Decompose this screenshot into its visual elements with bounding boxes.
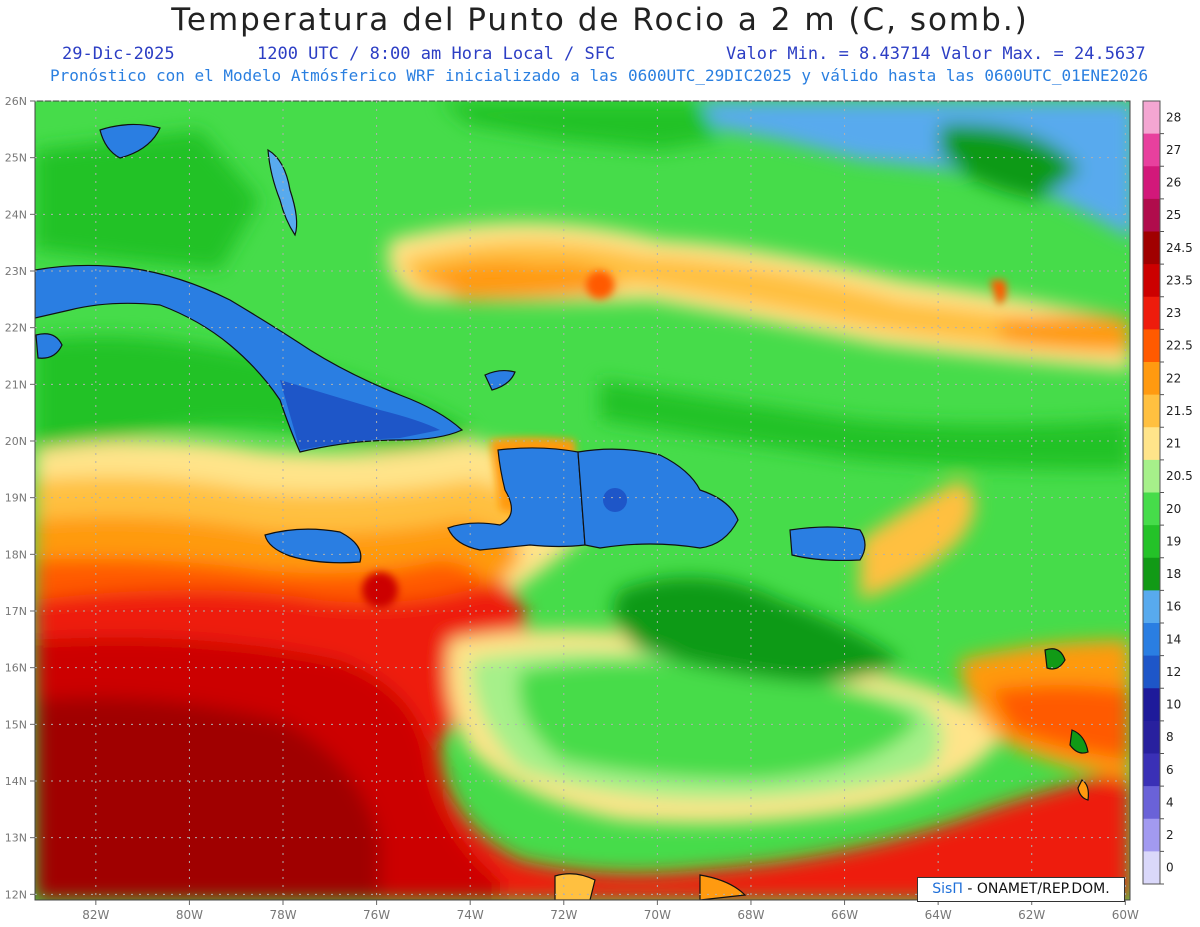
lon-label: 78W [269, 908, 296, 922]
colorbar-label: 19 [1166, 534, 1181, 548]
date-text: 29-Dic-2025 [62, 44, 175, 64]
lat-label: 14N [5, 775, 27, 788]
colorbar-label: 14 [1166, 632, 1181, 646]
colorbar-swatch [1143, 786, 1160, 820]
colorbar-label: 0 [1166, 861, 1174, 875]
lon-label: 80W [176, 908, 203, 922]
lon-label: 62W [1018, 908, 1045, 922]
colorbar-label: 16 [1166, 600, 1181, 614]
colorbar-swatch [1143, 329, 1160, 363]
lat-label: 12N [5, 888, 27, 901]
colorbar-swatch [1143, 264, 1160, 298]
credit-badge: SisΠ - ONAMET/REP.DOM. [917, 877, 1125, 902]
colorbar-swatch [1143, 720, 1160, 754]
colorbar-label: 6 [1166, 763, 1174, 777]
lat-label: 18N [5, 548, 27, 561]
lon-label: 82W [82, 908, 109, 922]
lon-label: 76W [363, 908, 390, 922]
colorbar-swatch [1143, 459, 1160, 493]
colorbar-label: 4 [1166, 795, 1174, 809]
colorbar-label: 21.5 [1166, 404, 1193, 418]
colorbar-swatch [1143, 198, 1160, 232]
lat-label: 24N [5, 208, 27, 221]
colorbar-swatch [1143, 101, 1160, 135]
colorbar-label: 10 [1166, 698, 1181, 712]
lat-label: 15N [5, 718, 27, 731]
lat-label: 21N [5, 378, 27, 391]
field-layer [35, 101, 1130, 900]
colorbar-swatch [1143, 590, 1160, 624]
time-text: 1200 UTC / 8:00 am Hora Local / SFC [257, 44, 616, 64]
lon-label: 72W [550, 908, 577, 922]
lat-label: 19N [5, 492, 27, 505]
colorbar-label: 25 [1166, 208, 1181, 222]
lon-label: 68W [737, 908, 764, 922]
colorbar-swatch [1143, 133, 1160, 167]
colorbar: 2827262524.523.52322.52221.52120.5201918… [1142, 100, 1193, 885]
colorbar-label: 22 [1166, 371, 1181, 385]
lat-label: 22N [5, 322, 27, 335]
sispi-brand: SisΠ [932, 881, 963, 897]
lon-label: 64W [925, 908, 952, 922]
lon-label: 74W [457, 908, 484, 922]
colorbar-swatch [1143, 492, 1160, 526]
lon-label: 66W [831, 908, 858, 922]
colorbar-label: 28 [1166, 110, 1181, 124]
colorbar-label: 21 [1166, 437, 1181, 451]
lat-label: 20N [5, 435, 27, 448]
lon-label: 60W [1112, 908, 1139, 922]
colorbar-swatch [1143, 688, 1160, 722]
colorbar-label: 20 [1166, 502, 1181, 516]
lat-label: 13N [5, 832, 27, 845]
lon-label: 70W [644, 908, 671, 922]
lat-label: 23N [5, 265, 27, 278]
colorbar-swatch [1143, 557, 1160, 591]
colorbar-swatch [1143, 851, 1160, 885]
colorbar-swatch [1143, 655, 1160, 689]
forecast-info: Pronóstico con el Modelo Atmósferico WRF… [50, 66, 1149, 85]
colorbar-label: 26 [1166, 176, 1181, 190]
colorbar-swatch [1143, 818, 1160, 852]
colorbar-label: 20.5 [1166, 469, 1193, 483]
lat-label: 16N [5, 662, 27, 675]
colorbar-label: 8 [1166, 730, 1174, 744]
colorbar-swatch [1143, 427, 1160, 461]
colorbar-swatch [1143, 166, 1160, 200]
axis-ticks: 82W 80W 78W 76W 74W 72W 70W 68W 66W 64W 62W 60W 26N 2… [5, 95, 1139, 922]
colorbar-swatch [1143, 296, 1160, 330]
colorbar-swatch [1143, 231, 1160, 265]
credit-text: - ONAMET/REP.DOM. [962, 881, 1110, 897]
colorbar-label: 24.5 [1166, 241, 1193, 255]
lat-label: 25N [5, 152, 27, 165]
min-max-text: Valor Min. = 8.43714 Valor Max. = 24.563… [726, 44, 1146, 64]
colorbar-swatch [1143, 525, 1160, 559]
colorbar-label: 23 [1166, 306, 1181, 320]
colorbar-label: 2 [1166, 828, 1174, 842]
islands-layer [35, 123, 1089, 900]
colorbar-swatch [1143, 362, 1160, 396]
lat-label: 26N [5, 95, 27, 108]
colorbar-label: 23.5 [1166, 273, 1193, 287]
colorbar-swatch [1143, 394, 1160, 428]
colorbar-label: 18 [1166, 567, 1181, 581]
colorbar-label: 12 [1166, 665, 1181, 679]
page-title: Temperatura del Punto de Rocio a 2 m (C,… [171, 2, 1029, 38]
lat-label: 17N [5, 605, 27, 618]
colorbar-swatch [1143, 753, 1160, 787]
colorbar-swatch [1143, 623, 1160, 657]
colorbar-label: 27 [1166, 143, 1181, 157]
colorbar-label: 22.5 [1166, 339, 1193, 353]
